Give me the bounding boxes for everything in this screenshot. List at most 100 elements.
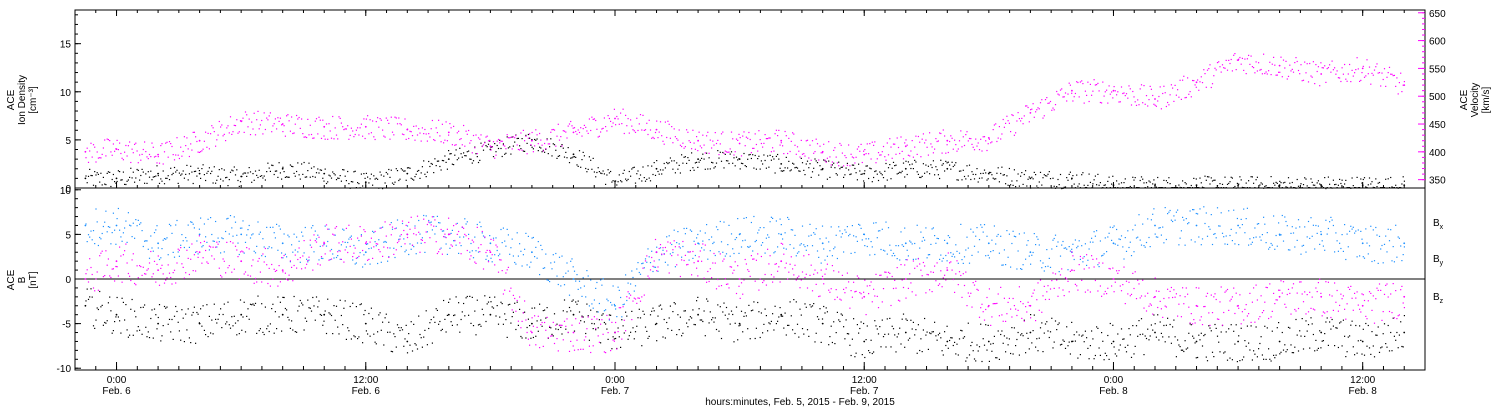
- by-point: [353, 245, 354, 246]
- velocity-point: [315, 121, 316, 122]
- by-point: [589, 305, 590, 306]
- bx-point: [399, 330, 400, 331]
- bx-point: [1121, 328, 1122, 329]
- bx-point: [171, 319, 172, 320]
- velocity-point: [651, 138, 652, 139]
- bx-point: [502, 303, 503, 304]
- density-point: [1366, 187, 1367, 188]
- bx-point: [1050, 331, 1051, 332]
- density-point: [1229, 181, 1230, 182]
- density-point: [267, 163, 268, 164]
- bz-point: [223, 258, 224, 259]
- bx-point: [873, 351, 874, 352]
- bx-point-anchor: [739, 323, 741, 325]
- by-point: [260, 232, 261, 233]
- velocity-point: [932, 146, 933, 147]
- by-point: [485, 259, 486, 260]
- density-point: [499, 140, 500, 141]
- density-point: [925, 165, 926, 166]
- by-point: [254, 251, 255, 252]
- by-point: [302, 236, 303, 237]
- density-point-anchor: [946, 168, 948, 170]
- by-point: [1243, 209, 1244, 210]
- by-point: [122, 241, 123, 242]
- density-point-anchor: [323, 173, 325, 175]
- by-point: [1239, 227, 1240, 228]
- bx-point: [593, 328, 594, 329]
- top-right-axis-label: Velocity: [1470, 83, 1481, 117]
- velocity-point: [1256, 61, 1257, 62]
- bx-point: [990, 344, 991, 345]
- bx-point: [785, 313, 786, 314]
- density-point: [1288, 177, 1289, 178]
- bx-point: [469, 296, 470, 297]
- by-point: [280, 229, 281, 230]
- by-point: [1151, 219, 1152, 220]
- velocity-point: [580, 127, 581, 128]
- by-point: [827, 256, 828, 257]
- velocity-point: [436, 127, 437, 128]
- by-point: [656, 247, 657, 248]
- by-point: [950, 252, 951, 253]
- density-point: [399, 179, 400, 180]
- velocity-point: [1400, 73, 1401, 74]
- velocity-point: [529, 133, 530, 134]
- by-point: [1059, 271, 1060, 272]
- by-point: [1147, 218, 1148, 219]
- velocity-point: [1190, 91, 1191, 92]
- velocity-point-anchor: [1320, 73, 1322, 75]
- bx-point: [1033, 330, 1034, 331]
- by-point: [150, 235, 151, 236]
- velocity-point: [715, 132, 716, 133]
- density-point: [1148, 180, 1149, 181]
- velocity-point: [479, 139, 480, 140]
- velocity-point: [1074, 96, 1075, 97]
- bz-point: [404, 243, 405, 244]
- bz-point: [304, 240, 305, 241]
- bx-point: [979, 346, 980, 347]
- density-point: [220, 179, 221, 180]
- bx-point: [1279, 353, 1280, 354]
- density-point: [462, 157, 463, 158]
- bx-point: [242, 316, 243, 317]
- bz-point: [189, 274, 190, 275]
- velocity-point: [530, 144, 531, 145]
- velocity-point: [92, 157, 93, 158]
- velocity-point: [356, 130, 357, 131]
- density-point: [838, 162, 839, 163]
- velocity-point: [899, 153, 900, 154]
- bx-point: [591, 323, 592, 324]
- by-point: [573, 266, 574, 267]
- velocity-point: [244, 132, 245, 133]
- by-point: [1163, 242, 1164, 243]
- bx-point: [819, 308, 820, 309]
- bz-point: [348, 225, 349, 226]
- velocity-point: [689, 140, 690, 141]
- bx-point: [924, 318, 925, 319]
- by-point: [539, 274, 540, 275]
- velocity-point: [408, 138, 409, 139]
- by-point: [745, 240, 746, 241]
- by-point: [1173, 215, 1174, 216]
- bx-point: [284, 297, 285, 298]
- velocity-point: [1267, 73, 1268, 74]
- velocity-point: [727, 152, 728, 153]
- by-point: [403, 238, 404, 239]
- density-point: [345, 176, 346, 177]
- velocity-point: [467, 134, 468, 135]
- bx-point: [1025, 352, 1026, 353]
- velocity-point: [464, 146, 465, 147]
- by-point: [291, 244, 292, 245]
- bx-point: [458, 302, 459, 303]
- bx-point: [497, 305, 498, 306]
- velocity-point-anchor: [157, 154, 159, 156]
- bx-point: [700, 319, 701, 320]
- bx-point: [391, 351, 392, 352]
- density-point: [655, 175, 656, 176]
- bx-point: [818, 319, 819, 320]
- bx-point: [1404, 315, 1405, 316]
- density-point: [230, 172, 231, 173]
- bx-point: [356, 306, 357, 307]
- bx-point: [725, 315, 726, 316]
- bz-point: [351, 239, 352, 240]
